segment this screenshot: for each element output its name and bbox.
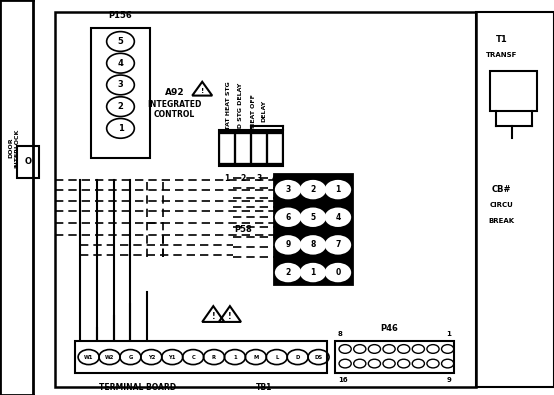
Text: DS: DS	[315, 355, 322, 359]
Text: 2: 2	[117, 102, 124, 111]
Text: L: L	[275, 355, 279, 359]
Circle shape	[301, 264, 325, 281]
Text: INTEGRATED: INTEGRATED	[147, 100, 202, 109]
Circle shape	[326, 236, 350, 254]
Circle shape	[326, 264, 350, 281]
Text: 6: 6	[285, 213, 291, 222]
Text: 1: 1	[447, 331, 452, 337]
Bar	[55, 12, 476, 387]
Text: 16: 16	[338, 377, 347, 383]
Text: TRANSF: TRANSF	[486, 52, 517, 58]
Circle shape	[276, 264, 300, 281]
Text: 5: 5	[117, 37, 124, 46]
Text: 2: 2	[285, 268, 291, 277]
Bar	[219, 130, 283, 166]
Text: G: G	[129, 355, 132, 359]
Text: Y1: Y1	[168, 355, 176, 359]
Text: 3: 3	[117, 81, 124, 89]
Bar	[476, 12, 554, 387]
Text: 1: 1	[224, 174, 229, 183]
Bar	[268, 134, 281, 162]
Text: P156: P156	[109, 11, 132, 20]
Text: 3: 3	[256, 174, 261, 183]
Text: !: !	[212, 312, 215, 321]
Circle shape	[326, 181, 350, 198]
Circle shape	[301, 181, 325, 198]
Bar	[335, 341, 454, 373]
Bar	[17, 146, 39, 178]
Text: DOOR
INTERLOCK: DOOR INTERLOCK	[8, 128, 19, 168]
Bar	[75, 341, 327, 373]
Text: DELAY: DELAY	[261, 100, 266, 122]
Text: 5: 5	[310, 213, 316, 222]
Text: 4: 4	[335, 213, 341, 222]
Bar	[274, 174, 352, 284]
Text: P46: P46	[380, 324, 398, 333]
Text: 2ND STG DELAY: 2ND STG DELAY	[238, 83, 243, 138]
Text: 7: 7	[335, 241, 341, 249]
Circle shape	[276, 181, 300, 198]
Text: 2: 2	[240, 174, 245, 183]
Text: TB1: TB1	[255, 383, 272, 392]
Text: M: M	[253, 355, 259, 359]
Text: 2: 2	[310, 185, 316, 194]
Text: A92: A92	[165, 88, 184, 97]
Text: W2: W2	[105, 355, 114, 359]
Circle shape	[276, 209, 300, 226]
Text: 3: 3	[285, 185, 291, 194]
Text: T1: T1	[495, 35, 507, 44]
Text: 0: 0	[335, 268, 341, 277]
Text: 1: 1	[335, 185, 341, 194]
Text: O: O	[24, 158, 31, 166]
Bar	[220, 134, 233, 162]
Bar	[91, 28, 150, 158]
Text: HEAT OFF: HEAT OFF	[251, 94, 256, 128]
Text: 1: 1	[117, 124, 124, 133]
Circle shape	[276, 236, 300, 254]
Text: W1: W1	[84, 355, 94, 359]
Text: !: !	[228, 312, 232, 321]
Text: 4: 4	[117, 59, 124, 68]
Bar	[237, 134, 249, 162]
Text: P58: P58	[234, 225, 252, 233]
Text: 8: 8	[310, 241, 316, 249]
Circle shape	[301, 236, 325, 254]
Bar	[252, 134, 265, 162]
Text: R: R	[212, 355, 216, 359]
Text: C: C	[191, 355, 195, 359]
Text: 1: 1	[233, 355, 237, 359]
Text: 9: 9	[447, 377, 452, 383]
Text: D: D	[295, 355, 300, 359]
Text: 1: 1	[310, 268, 316, 277]
Bar	[490, 71, 537, 111]
Text: Y2: Y2	[148, 355, 155, 359]
Text: 8: 8	[338, 331, 343, 337]
Text: T-STAT HEAT STG: T-STAT HEAT STG	[226, 81, 231, 140]
Text: BREAK: BREAK	[488, 218, 515, 224]
Text: CB#: CB#	[491, 185, 511, 194]
Text: !: !	[201, 88, 204, 94]
Circle shape	[301, 209, 325, 226]
Text: CONTROL: CONTROL	[154, 110, 195, 119]
Circle shape	[326, 209, 350, 226]
Text: CIRCU: CIRCU	[490, 202, 513, 209]
Text: 4: 4	[272, 174, 277, 183]
Text: 9: 9	[285, 241, 291, 249]
Text: TERMINAL BOARD: TERMINAL BOARD	[99, 383, 176, 392]
